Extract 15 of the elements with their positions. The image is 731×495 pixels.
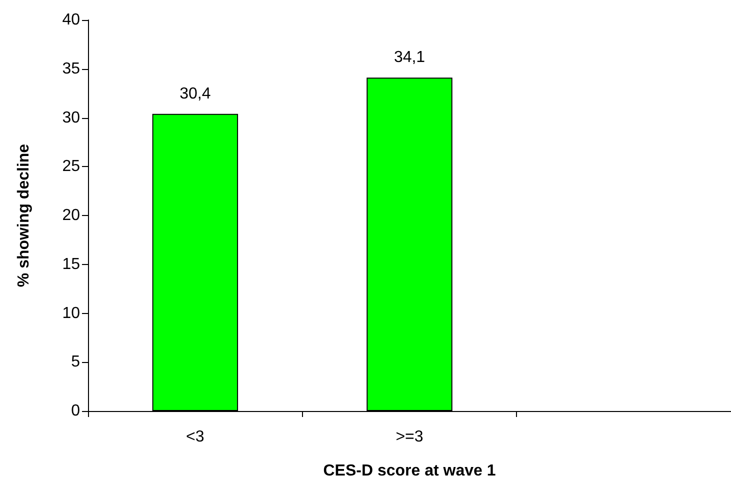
data-label: 34,1 <box>394 49 426 66</box>
y-tick-label: 35 <box>62 60 80 78</box>
x-tick-label: >=3 <box>396 428 424 446</box>
data-label: 30,4 <box>180 85 211 102</box>
y-tick-label: 0 <box>71 402 80 420</box>
y-tick-label: 25 <box>62 158 80 176</box>
y-tick-label: 15 <box>62 256 80 273</box>
y-tick-label: 5 <box>71 354 80 371</box>
x-axis-title: CES-D score at wave 1 <box>323 462 496 480</box>
y-tick-label: 40 <box>62 12 80 28</box>
y-tick-label: 10 <box>62 304 80 322</box>
y-axis-title: % showing decline <box>16 144 32 288</box>
y-tick-label: 30 <box>62 109 80 126</box>
y-tick-label: 20 <box>62 207 80 224</box>
x-tick-label: <3 <box>186 428 204 446</box>
